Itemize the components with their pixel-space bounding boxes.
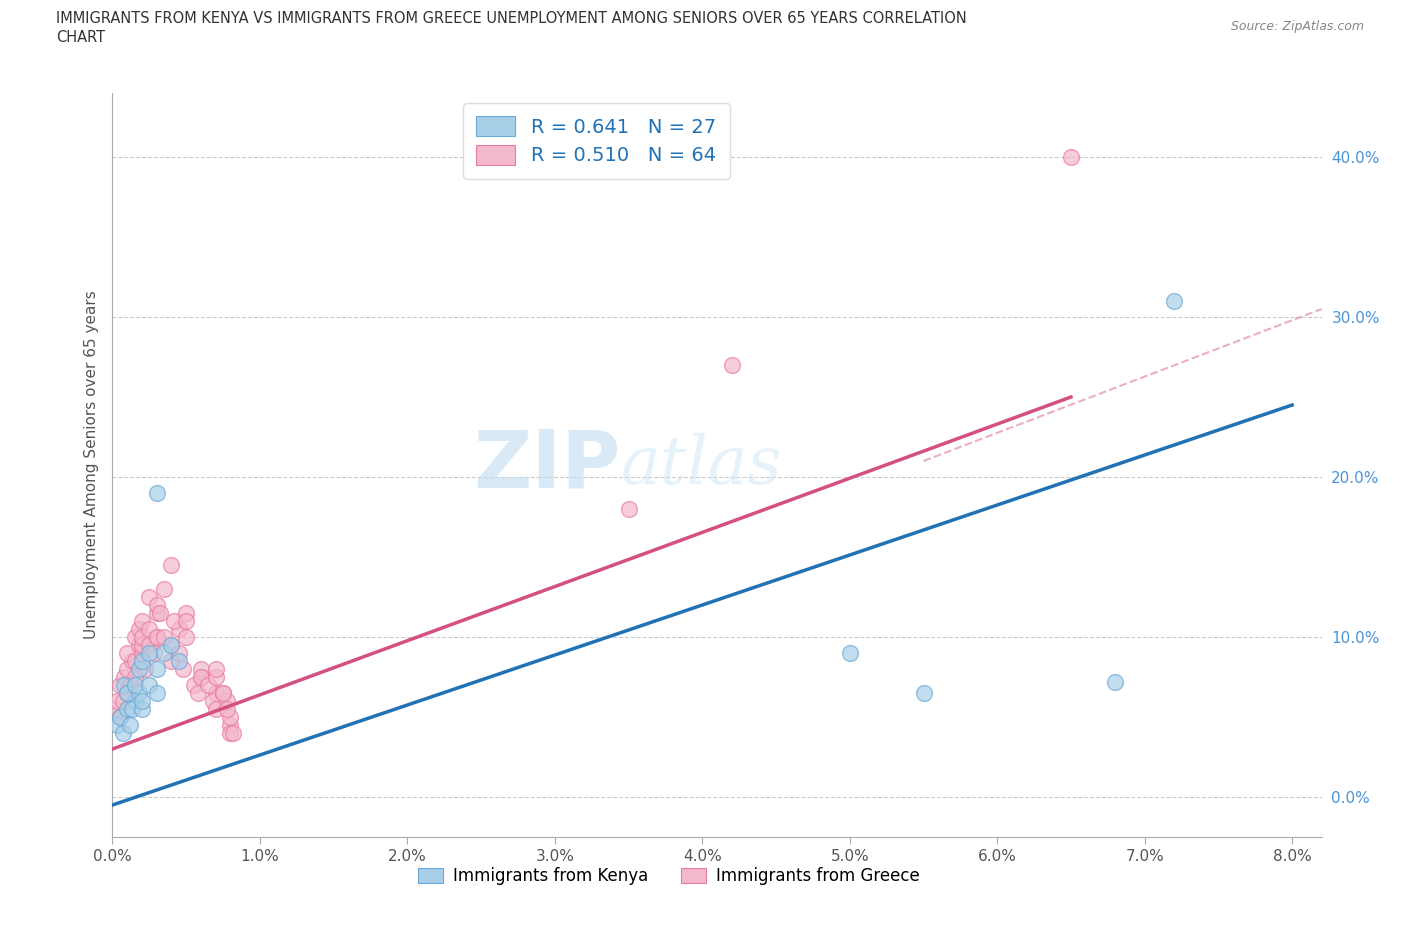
- Point: [138, 590, 160, 604]
- Point: [720, 357, 742, 372]
- Point: [124, 630, 146, 644]
- Point: [167, 645, 190, 660]
- Point: [145, 630, 167, 644]
- Point: [128, 685, 150, 700]
- Point: [153, 581, 176, 596]
- Point: [204, 701, 226, 716]
- Legend: Immigrants from Kenya, Immigrants from Greece: Immigrants from Kenya, Immigrants from G…: [411, 860, 927, 892]
- Point: [111, 725, 134, 740]
- Point: [108, 710, 131, 724]
- Point: [217, 694, 239, 709]
- Point: [138, 678, 160, 693]
- Point: [174, 614, 197, 629]
- Point: [128, 661, 150, 676]
- Point: [124, 694, 146, 709]
- Point: [160, 654, 183, 669]
- Point: [104, 701, 127, 716]
- Point: [131, 638, 153, 653]
- Text: IMMIGRANTS FROM KENYA VS IMMIGRANTS FROM GREECE UNEMPLOYMENT AMONG SENIORS OVER : IMMIGRANTS FROM KENYA VS IMMIGRANTS FROM…: [56, 11, 967, 26]
- Point: [145, 630, 167, 644]
- Point: [197, 678, 219, 693]
- Point: [912, 685, 935, 700]
- Point: [134, 661, 156, 676]
- Point: [201, 694, 224, 709]
- Point: [145, 598, 167, 613]
- Point: [172, 661, 194, 676]
- Point: [219, 718, 242, 733]
- Text: Source: ZipAtlas.com: Source: ZipAtlas.com: [1230, 20, 1364, 33]
- Point: [212, 685, 235, 700]
- Point: [145, 685, 167, 700]
- Point: [138, 621, 160, 636]
- Point: [115, 645, 138, 660]
- Text: ZIP: ZIP: [472, 426, 620, 504]
- Point: [112, 670, 135, 684]
- Point: [204, 661, 226, 676]
- Point: [160, 638, 183, 653]
- Point: [138, 645, 160, 660]
- Point: [120, 718, 142, 733]
- Point: [128, 638, 150, 653]
- Point: [115, 685, 138, 700]
- Point: [112, 678, 135, 693]
- Point: [149, 605, 172, 620]
- Point: [131, 654, 153, 669]
- Point: [145, 485, 167, 500]
- Point: [131, 694, 153, 709]
- Point: [121, 654, 143, 669]
- Point: [167, 654, 190, 669]
- Point: [108, 710, 131, 724]
- Point: [108, 678, 131, 693]
- Point: [617, 501, 640, 516]
- Point: [121, 701, 143, 716]
- Point: [124, 654, 146, 669]
- Point: [111, 694, 134, 709]
- Point: [160, 638, 183, 653]
- Point: [217, 701, 239, 716]
- Point: [105, 694, 128, 709]
- Point: [190, 670, 212, 684]
- Point: [138, 638, 160, 653]
- Point: [190, 661, 212, 676]
- Point: [204, 685, 226, 700]
- Point: [142, 645, 165, 660]
- Y-axis label: Unemployment Among Seniors over 65 years: Unemployment Among Seniors over 65 years: [83, 291, 98, 640]
- Point: [160, 558, 183, 573]
- Point: [131, 645, 153, 660]
- Point: [838, 645, 860, 660]
- Point: [163, 614, 186, 629]
- Point: [115, 701, 138, 716]
- Point: [167, 621, 190, 636]
- Point: [153, 645, 176, 660]
- Point: [190, 670, 212, 684]
- Point: [174, 605, 197, 620]
- Point: [219, 725, 242, 740]
- Point: [115, 685, 138, 700]
- Point: [204, 670, 226, 684]
- Point: [131, 630, 153, 644]
- Point: [1163, 294, 1185, 309]
- Text: CHART: CHART: [56, 30, 105, 45]
- Point: [115, 661, 138, 676]
- Text: atlas: atlas: [620, 432, 782, 498]
- Point: [145, 605, 167, 620]
- Point: [1060, 150, 1083, 165]
- Point: [120, 678, 142, 693]
- Point: [1104, 674, 1126, 689]
- Point: [131, 701, 153, 716]
- Point: [187, 685, 209, 700]
- Point: [124, 670, 146, 684]
- Point: [128, 621, 150, 636]
- Point: [212, 685, 235, 700]
- Point: [124, 678, 146, 693]
- Point: [153, 630, 176, 644]
- Point: [174, 630, 197, 644]
- Point: [219, 710, 242, 724]
- Point: [183, 678, 205, 693]
- Point: [222, 725, 245, 740]
- Point: [105, 718, 128, 733]
- Point: [131, 614, 153, 629]
- Point: [145, 661, 167, 676]
